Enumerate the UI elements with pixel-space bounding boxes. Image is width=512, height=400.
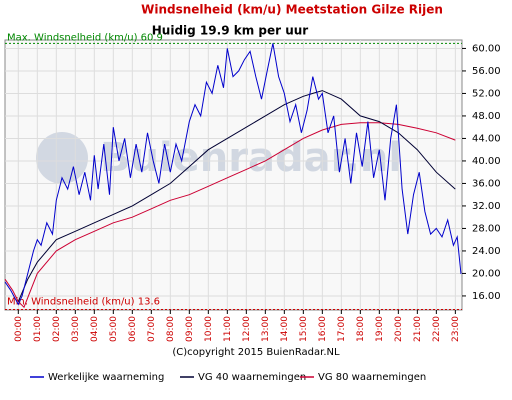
watermark: Buienradar.nl xyxy=(100,135,402,181)
chart-subtitle: Huidig 19.9 km per uur xyxy=(152,24,309,38)
min-annotation: Min. Windsnelheid (km/u) 13.6 xyxy=(7,296,160,307)
series-line xyxy=(4,122,456,309)
y-tick-label: 52.00 xyxy=(472,88,501,99)
x-tick-label: 02:00 xyxy=(52,316,62,342)
legend-label: Werkelijke waarneming xyxy=(48,372,164,383)
x-tick-label: 09:00 xyxy=(185,316,195,342)
x-tick-label: 01:00 xyxy=(33,316,43,342)
x-tick-label: 16:00 xyxy=(318,316,328,342)
max-annotation: Max. Windsnelheid (km/u) 60.9 xyxy=(7,32,163,43)
copyright: (C)copyright 2015 BuienRadar.NL xyxy=(172,347,340,358)
y-tick-label: 36.00 xyxy=(472,178,501,189)
y-tick-label: 44.00 xyxy=(472,133,501,144)
x-tick-label: 15:00 xyxy=(299,316,309,342)
x-tick-label: 08:00 xyxy=(166,316,176,342)
series-line xyxy=(17,90,456,302)
y-tick-label: 48.00 xyxy=(472,111,501,122)
y-tick-label: 24.00 xyxy=(472,246,501,257)
x-tick-label: 00:00 xyxy=(14,316,24,342)
x-tick-label: 18:00 xyxy=(356,316,366,342)
y-tick-label: 32.00 xyxy=(472,201,501,212)
y-tick-label: 20.00 xyxy=(472,268,501,279)
x-tick-label: 10:00 xyxy=(204,316,214,342)
watermark-logo xyxy=(36,132,88,184)
x-tick-label: 21:00 xyxy=(413,316,423,342)
x-tick-label: 06:00 xyxy=(128,316,138,342)
x-tick-label: 22:00 xyxy=(432,316,442,342)
x-tick-label: 14:00 xyxy=(280,316,290,342)
x-tick-label: 20:00 xyxy=(394,316,404,342)
legend: Werkelijke waarneming VG 40 waarnemingen V… xyxy=(30,372,426,383)
x-tick-label: 13:00 xyxy=(261,316,271,342)
x-tick-label: 17:00 xyxy=(337,316,347,342)
y-tick-label: 40.00 xyxy=(472,156,501,167)
series-line xyxy=(4,43,462,306)
y-tick-label: 60.00 xyxy=(472,43,501,54)
legend-label: VG 80 waarnemingen xyxy=(318,372,426,383)
x-tick-label: 03:00 xyxy=(71,316,81,342)
x-tick-label: 11:00 xyxy=(223,316,233,342)
x-tick-label: 19:00 xyxy=(375,316,385,342)
x-tick-label: 23:00 xyxy=(451,316,461,342)
x-tick-label: 05:00 xyxy=(109,316,119,342)
legend-label: VG 40 waarnemingen xyxy=(198,372,306,383)
y-tick-label: 16.00 xyxy=(472,291,501,302)
x-tick-label: 04:00 xyxy=(90,316,100,342)
x-tick-label: 07:00 xyxy=(147,316,157,342)
y-tick-label: 56.00 xyxy=(472,66,501,77)
x-tick-label: 12:00 xyxy=(242,316,252,342)
chart-title: Windsnelheid (km/u) Meetstation Gilze Ri… xyxy=(141,3,443,17)
y-tick-label: 28.00 xyxy=(472,223,501,234)
